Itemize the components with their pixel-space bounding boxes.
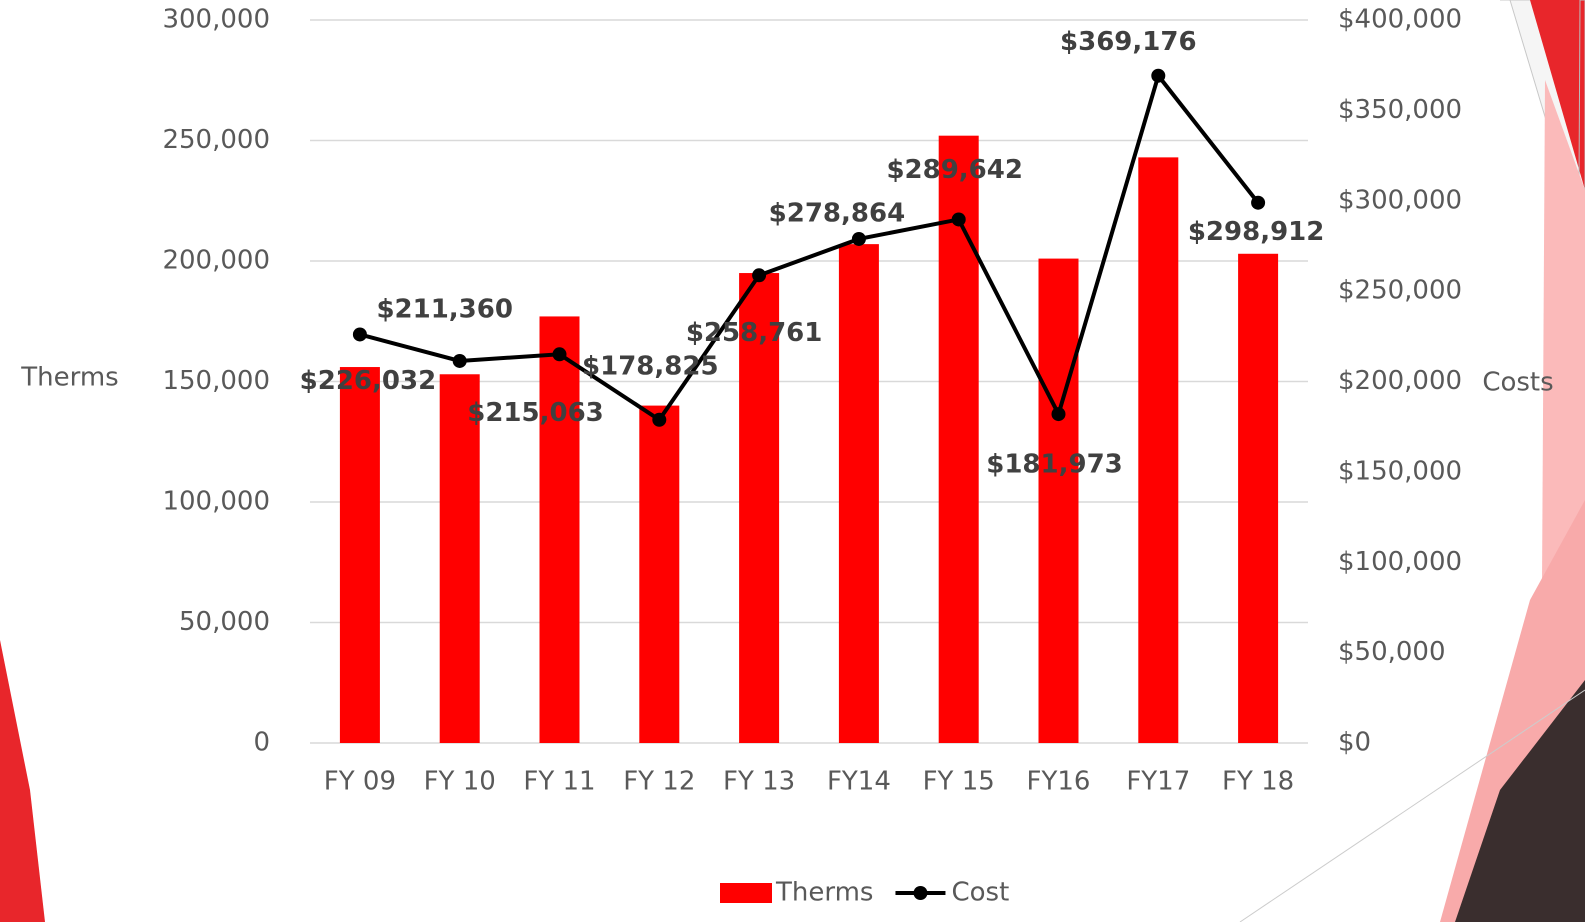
bar (1038, 258, 1079, 743)
data-label: $258,761 (686, 318, 823, 348)
bar (938, 135, 979, 743)
bar (339, 367, 380, 743)
data-label: $298,912 (1188, 217, 1325, 247)
y-tick-label: 300,000 (162, 5, 270, 35)
legend-swatch (720, 883, 772, 903)
x-tick-label: FY 09 (324, 767, 396, 797)
data-label: $181,973 (986, 450, 1123, 480)
x-tick-label: FY 10 (424, 767, 496, 797)
y-tick-label: 50,000 (179, 607, 270, 637)
line-marker (352, 327, 367, 342)
y2-tick-label: $100,000 (1338, 547, 1462, 577)
bar (539, 316, 580, 743)
data-label: $369,176 (1060, 27, 1197, 57)
bar (1138, 157, 1179, 743)
x-tick-label: FY 13 (723, 767, 795, 797)
bar (1238, 253, 1279, 743)
x-tick-label: FY 15 (923, 767, 995, 797)
y2-tick-label: $150,000 (1338, 456, 1462, 486)
y-tick-label: 100,000 (162, 487, 270, 517)
line-marker (552, 347, 567, 362)
line-marker (1051, 407, 1066, 422)
bar (439, 374, 480, 743)
bar (838, 244, 879, 743)
data-label: $226,032 (300, 366, 437, 396)
legend-swatch (913, 886, 928, 900)
y2-tick-label: $250,000 (1338, 276, 1462, 306)
line-marker (951, 212, 966, 227)
data-label: $178,825 (582, 351, 719, 381)
data-label: $289,642 (886, 155, 1023, 185)
x-tick-label: FY 11 (523, 767, 595, 797)
y-tick-label: 0 (253, 728, 270, 758)
deco-dark (1455, 680, 1585, 922)
bar (639, 405, 680, 743)
data-label: $278,864 (769, 198, 906, 228)
x-tick-label: FY 12 (623, 767, 695, 797)
x-tick-label: FY17 (1126, 767, 1190, 797)
y2-tick-label: $0 (1338, 728, 1371, 758)
x-tick-label: FY16 (1027, 767, 1091, 797)
deco-red (1530, 0, 1585, 190)
bar (739, 273, 780, 743)
y2-tick-label: $400,000 (1338, 5, 1462, 35)
legend-label: Therms (775, 878, 873, 908)
line-marker (1251, 195, 1266, 210)
line-marker (851, 231, 866, 246)
deco-red (0, 640, 45, 922)
y2-tick-label: $200,000 (1338, 366, 1462, 396)
y-axis-title: Therms (20, 363, 118, 393)
x-tick-label: FY14 (827, 767, 891, 797)
line-marker (652, 412, 667, 427)
y2-tick-label: $350,000 (1338, 95, 1462, 125)
line-marker (452, 353, 467, 368)
y2-axis-title: Costs (1482, 368, 1553, 398)
y2-tick-label: $300,000 (1338, 185, 1462, 215)
line-marker (752, 268, 767, 283)
x-tick-label: FY 18 (1222, 767, 1294, 797)
y-tick-label: 200,000 (162, 246, 270, 276)
data-label: $211,360 (376, 294, 513, 324)
line (359, 71, 1260, 423)
data-label: $215,063 (467, 398, 604, 428)
y-tick-label: 250,000 (162, 125, 270, 155)
legend-label: Cost (951, 878, 1009, 908)
deco-line (1239, 689, 1585, 922)
y-tick-label: 150,000 (162, 366, 270, 396)
line-marker (1151, 68, 1166, 83)
y2-tick-label: $50,000 (1338, 637, 1446, 667)
